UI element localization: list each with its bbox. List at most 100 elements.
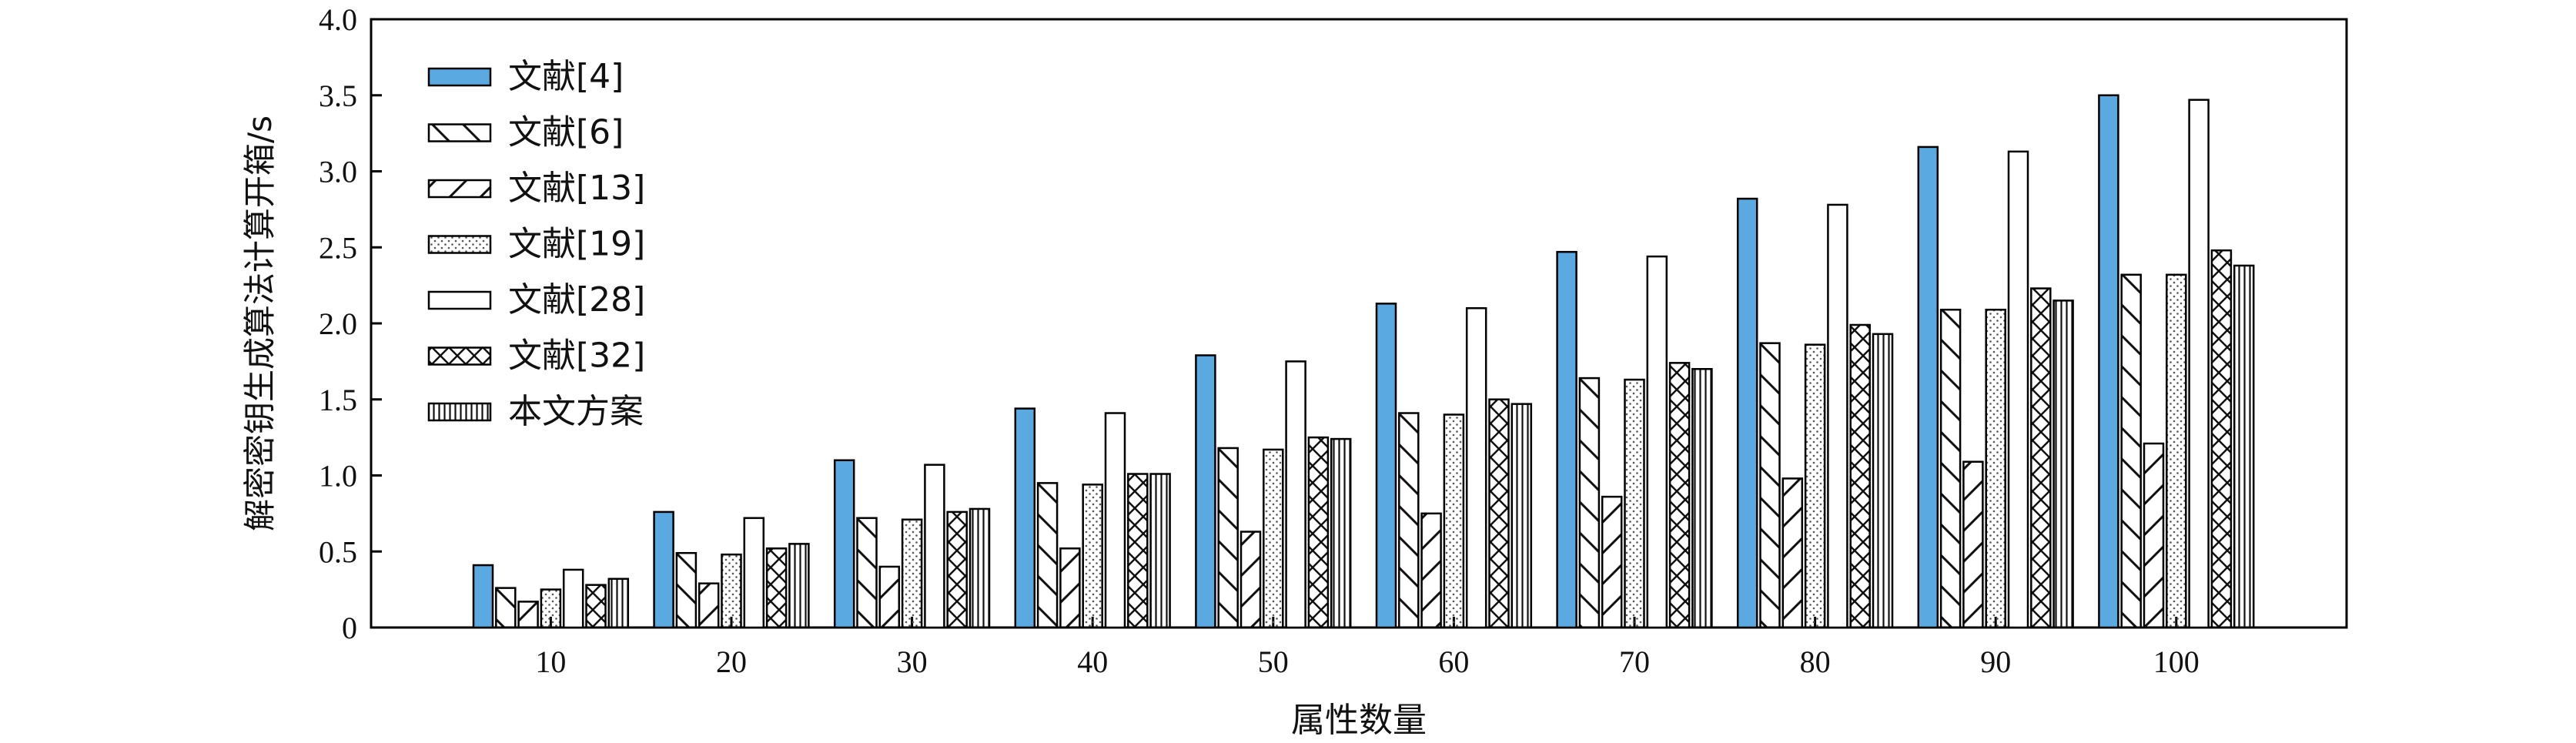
bar [1736,197,1758,629]
x-tick-label: 20 [716,644,747,679]
bar [1217,447,1239,629]
bar [743,517,765,629]
bar [1195,354,1216,629]
legend-label: 文献[19] [508,225,645,264]
x-tick-label: 80 [1800,644,1831,679]
legend-label: 文献[6] [508,113,624,152]
legend: 文献[4] 文献[6] 文献[13] 文献[19] 文献[28] 文献[32] 本文方案 [427,57,645,431]
legend-swatch [427,235,492,254]
legend-swatch [427,402,492,422]
bar [2166,273,2187,629]
y-tick-label: 1.5 [319,383,357,417]
y-axis-label: 解密密钥生成算法计算开箱/s [241,115,279,531]
y-tick-label: 2.0 [319,306,357,341]
bar [562,568,584,629]
y-tick-label: 3.0 [319,155,357,189]
legend-swatch [427,346,492,366]
x-tick-label: 40 [1077,644,1108,679]
bar [1285,360,1306,629]
bar [1668,362,1691,629]
bar [2233,264,2255,629]
legend-swatch [427,290,492,310]
bar [2030,287,2052,629]
bar [1465,307,1487,629]
bar [721,553,742,629]
x-tick-label: 50 [1258,644,1289,679]
bar [1759,342,1781,629]
bar [585,584,607,629]
bar [1375,303,1397,629]
bar [1263,448,1284,629]
bar [878,565,901,629]
bar [653,510,674,629]
legend-label: 文献[13] [508,169,645,208]
legend-label: 文献[4] [508,57,624,96]
y-tick-label: 0 [342,611,357,645]
bar [698,582,720,629]
y-tick-label: 4.0 [319,2,357,37]
bar [1059,547,1081,629]
bar [1849,323,1871,629]
bar [675,551,698,629]
bar [472,564,494,629]
bar [1014,407,1036,629]
y-tick-label: 2.5 [319,230,357,265]
bar [607,577,630,629]
bar [1578,377,1601,629]
bar [1036,482,1059,629]
bar [2098,94,2119,629]
bar-series-group [472,94,2255,629]
bar [1624,378,1645,629]
bar [946,510,968,629]
bar [1939,308,1962,629]
bar [2120,273,2142,629]
bar [856,517,878,629]
bar [924,464,945,629]
bar [1827,203,1848,629]
bar [2210,249,2233,629]
bar [1556,250,1577,629]
x-axis-label: 属性数量 [1291,701,1427,740]
bar [1330,437,1352,629]
bar [1962,460,1984,629]
bar [1985,308,2006,629]
bar [833,459,855,629]
legend-swatch [427,179,492,199]
bar [2143,442,2165,629]
bar [1781,477,1804,629]
bar [1127,473,1149,629]
bar [2052,300,2074,629]
bar [1307,436,1330,629]
bar [788,543,810,629]
bar [540,588,562,629]
y-tick-label: 0.5 [319,534,357,569]
y-tick-label: 1.0 [319,459,357,494]
bar [1872,333,1894,629]
legend-swatch [427,67,492,87]
y-axis: 0 0.5 1.0 1.5 2.0 2.5 3.0 3.5 4.0 [319,2,382,645]
bar [1239,530,1262,629]
bar [1510,403,1533,629]
legend-label: 本文方案 [508,392,644,431]
bar [765,547,788,629]
legend-swatch [427,123,492,142]
bar [1398,412,1420,629]
x-tick-label: 100 [2153,644,2200,679]
bar [1104,412,1126,629]
x-tick-label: 60 [1438,644,1469,679]
bar [2188,99,2210,629]
bar [2007,150,2029,629]
bar [1149,473,1171,629]
bar [495,587,517,629]
legend-label: 文献[32] [508,336,645,376]
bar [1804,343,1826,629]
bar [1488,398,1510,629]
x-tick-label: 10 [535,644,566,679]
bar [1691,368,1713,629]
legend-label: 文献[28] [508,280,645,320]
bar [1917,146,1939,629]
bar [969,507,991,629]
bar [1420,512,1442,629]
bar [1601,495,1623,629]
